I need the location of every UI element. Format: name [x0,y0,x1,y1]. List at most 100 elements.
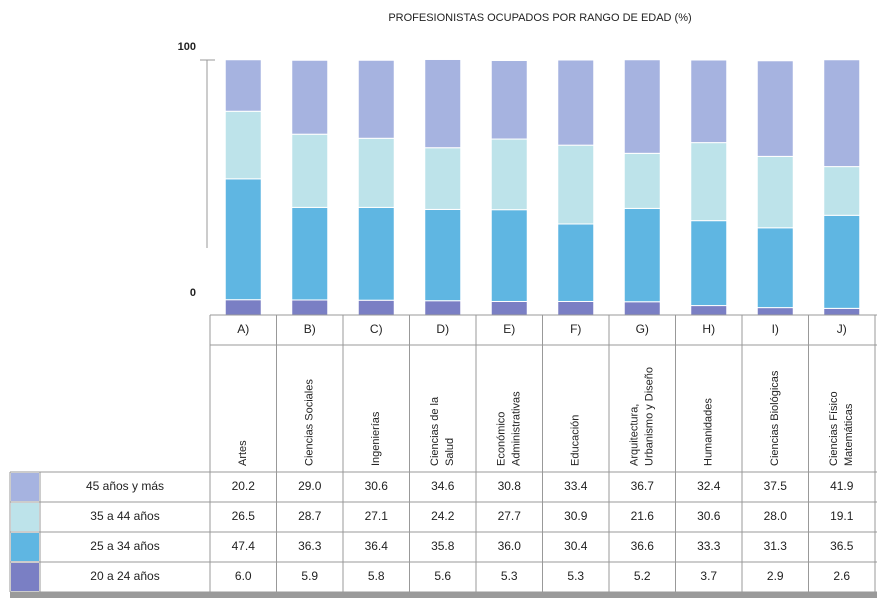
y-tick-label: 0 [190,287,196,299]
bar-segment [357,206,395,301]
table-value: 28.0 [764,509,788,523]
bar-segment [690,305,728,316]
legend-swatch [11,503,39,531]
category-name: Económico Administrativas [496,391,523,466]
table-value: 5.6 [434,569,451,583]
category-name-line: Ciencias de la [429,396,441,466]
bar-segment [756,307,794,316]
bar-segment [224,299,262,316]
table-value: 5.8 [368,569,385,583]
bar-segment [224,59,262,112]
table-value: 27.1 [365,509,389,523]
bar-segment [490,209,528,302]
bar-segment [690,59,728,144]
bottom-bar [10,592,877,598]
bar-segment [224,178,262,301]
chart-title: PROFESIONISTAS OCUPADOS POR RANGO DE EDA… [388,12,691,24]
table-value: 29.0 [298,479,322,493]
bar-segment [490,60,528,140]
legend-swatch [11,473,39,501]
legend-label: 45 años y más [86,479,164,493]
table-value: 47.4 [232,539,256,553]
category-name: Ciencias Biológicas [769,370,781,466]
table-value: 32.4 [697,479,721,493]
category-name: Ingenierías [370,411,382,466]
table-value: 30.4 [564,539,588,553]
table-value: 3.7 [700,569,717,583]
table-value: 33.4 [564,479,588,493]
category-letter: C) [370,322,383,336]
table-value: 31.3 [764,539,788,553]
category-name: Ciencias Físico Matemáticas [828,391,855,466]
bar-segment [291,133,329,208]
category-letter: H) [702,322,715,336]
table-value: 41.9 [830,479,854,493]
bar-segment [823,214,861,309]
category-name-line: Económico [496,412,508,466]
table-value: 5.3 [501,569,518,583]
category-name: Humanidades [703,398,715,466]
category-name-line: Ingenierías [370,411,382,466]
legend-label: 35 a 44 años [90,509,159,523]
table-value: 34.6 [431,479,455,493]
bar-segment [690,142,728,222]
table-value: 35.8 [431,539,455,553]
y-tick-label: 100 [178,41,196,53]
legend-label: 20 a 24 años [90,569,159,583]
table-value: 30.6 [697,509,721,523]
bar-segment [557,59,595,146]
bar-segment [623,59,661,154]
category-name-line: Urbanismo y Diseño [644,367,656,466]
table-value: 28.7 [298,509,322,523]
bar-segment [557,300,595,316]
category-name-line: Administrativas [511,391,523,466]
bar-segment [557,223,595,302]
table-value: 36.4 [365,539,389,553]
bar-segment [490,300,528,316]
table-value: 2.6 [833,569,850,583]
bar-segment [756,155,794,229]
bar-segment [291,299,329,316]
bar-segment [291,206,329,301]
table-value: 36.7 [631,479,655,493]
category-name: Artes [237,440,249,466]
table-value: 27.7 [498,509,522,523]
category-letter: B) [304,322,316,336]
table-value: 19.1 [830,509,854,523]
category-name-line: Arquitectura, [629,404,641,466]
table-value: 5.9 [301,569,318,583]
category-letter: J) [837,322,847,336]
category-name: Educación [570,415,582,466]
bar-segment [357,59,395,139]
category-name-line: Matemáticas [843,403,855,466]
category-letter: F) [570,322,581,336]
bar-segment [424,300,462,316]
category-letter: D) [436,322,449,336]
legend-swatch [11,533,39,561]
table-value: 2.9 [767,569,784,583]
category-name: Ciencias Sociales [304,379,316,466]
bar-segment [291,59,329,135]
table-value: 30.9 [564,509,588,523]
table-value: 26.5 [232,509,256,523]
category-letter: G) [636,322,649,336]
bar-segment [623,152,661,209]
bar-segment [424,208,462,302]
bar-segment [357,299,395,316]
table-value: 33.3 [697,539,721,553]
legend-swatch [11,563,39,591]
bar-segment [623,301,661,316]
table-value: 6.0 [235,569,252,583]
category-name-line: Ciencias Biológicas [769,370,781,466]
category-letter: E) [503,322,515,336]
bar-segment [424,58,462,149]
category-letter: I) [772,322,779,336]
bar-segment [557,144,595,225]
category-name-line: Artes [237,440,249,466]
bar-segment [424,147,462,210]
table-value: 30.6 [365,479,389,493]
bar-segment [690,220,728,307]
category-name: Arquitectura, Urbanismo y Diseño [629,367,656,466]
table-value: 30.8 [498,479,522,493]
